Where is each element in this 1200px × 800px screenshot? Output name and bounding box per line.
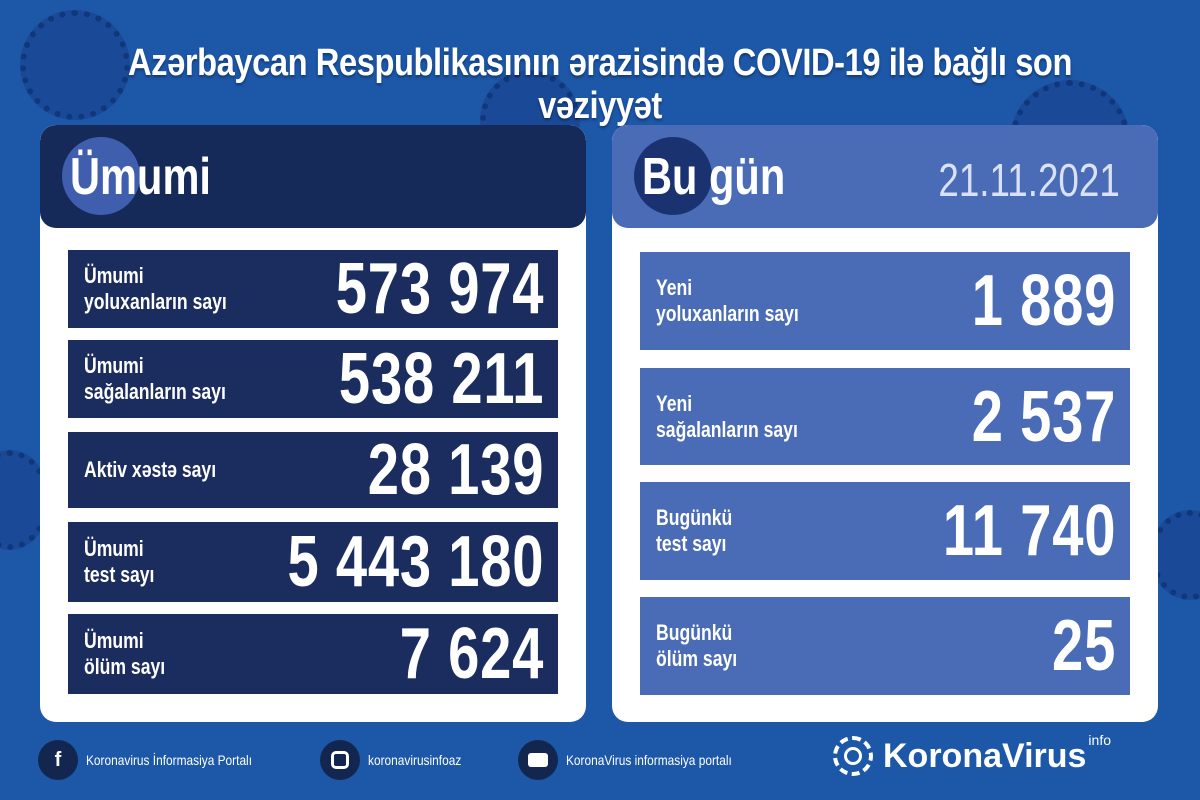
stat-label: Yeni sağalanların sayı — [656, 390, 798, 442]
today-panel: Bu gün 21.11.2021 Yeni yoluxanların sayı… — [612, 125, 1158, 722]
stat-label: Ümumi test sayı — [84, 536, 155, 587]
sun-icon — [833, 736, 873, 776]
virus-decoration — [20, 10, 130, 120]
page-title: Azərbaycan Respublikasının ərazisində CO… — [127, 42, 1073, 127]
stat-value: 25 — [1051, 606, 1116, 686]
stat-label: Bugünkü ölüm sayı — [656, 620, 738, 671]
total-title: Ümumi — [70, 148, 211, 206]
stat-value: 573 974 — [335, 249, 544, 329]
stat-label: Ümumi sağalanların sayı — [84, 353, 226, 404]
brand-sup: info — [1088, 732, 1111, 748]
stat-value: 11 740 — [942, 491, 1116, 571]
instagram-link[interactable]: koronavirusinfoaz — [320, 735, 478, 785]
stat-row: Ümumi yoluxanların sayı 573 974 — [68, 249, 558, 329]
brand-logo: KoronaVirus info — [833, 732, 1111, 776]
stat-row: Ümumi sağalanların sayı 538 211 — [68, 339, 558, 419]
stat-value: 5 443 180 — [287, 522, 544, 602]
today-header: Bu gün 21.11.2021 — [612, 125, 1158, 228]
total-panel: Ümumi Ümumi yoluxanların sayı 573 974 Ümu… — [40, 125, 586, 722]
total-header: Ümumi — [40, 125, 586, 228]
stat-label: Yeni yoluxanların sayı — [656, 275, 799, 326]
today-date: 21.11.2021 — [938, 154, 1120, 206]
brand-name: KoronaVirus — [883, 736, 1087, 775]
stat-row: Yeni sağalanların sayı 2 537 — [640, 368, 1130, 465]
stat-label: Ümumi yoluxanların sayı — [84, 263, 227, 314]
stat-row: Ümumi test sayı 5 443 180 — [68, 522, 558, 602]
stat-row: Bugünkü ölüm sayı 25 — [640, 597, 1130, 695]
virus-icon — [62, 137, 140, 215]
facebook-icon: f — [38, 740, 78, 780]
youtube-text: KoronaVirus informasiya portalı — [566, 752, 732, 768]
youtube-icon — [518, 740, 558, 780]
stat-label: Aktiv xəstə sayı — [84, 457, 217, 482]
stat-value: 2 537 — [971, 376, 1116, 457]
stat-row: Ümumi ölüm sayı 7 624 — [68, 614, 558, 694]
stat-value: 538 211 — [338, 339, 544, 419]
instagram-text: koronavirusinfoaz — [368, 752, 462, 768]
stat-row: Aktiv xəstə sayı 28 139 — [68, 430, 558, 510]
facebook-link[interactable]: f Koronavirus İnformasiya Portalı — [38, 735, 281, 785]
youtube-link[interactable]: KoronaVirus informasiya portalı — [518, 735, 761, 785]
stat-label: Bugünkü test sayı — [656, 505, 733, 556]
stat-value: 28 139 — [367, 430, 544, 510]
today-title: Bu gün — [642, 148, 786, 206]
stat-row: Yeni yoluxanların sayı 1 889 — [640, 252, 1130, 350]
stat-value: 1 889 — [971, 261, 1116, 341]
facebook-text: Koronavirus İnformasiya Portalı — [86, 752, 253, 768]
stat-label: Ümumi ölüm sayı — [84, 628, 166, 679]
stat-row: Bugünkü test sayı 11 740 — [640, 482, 1130, 580]
virus-icon — [634, 137, 712, 215]
stat-value: 7 624 — [399, 614, 544, 694]
instagram-icon — [320, 740, 360, 780]
